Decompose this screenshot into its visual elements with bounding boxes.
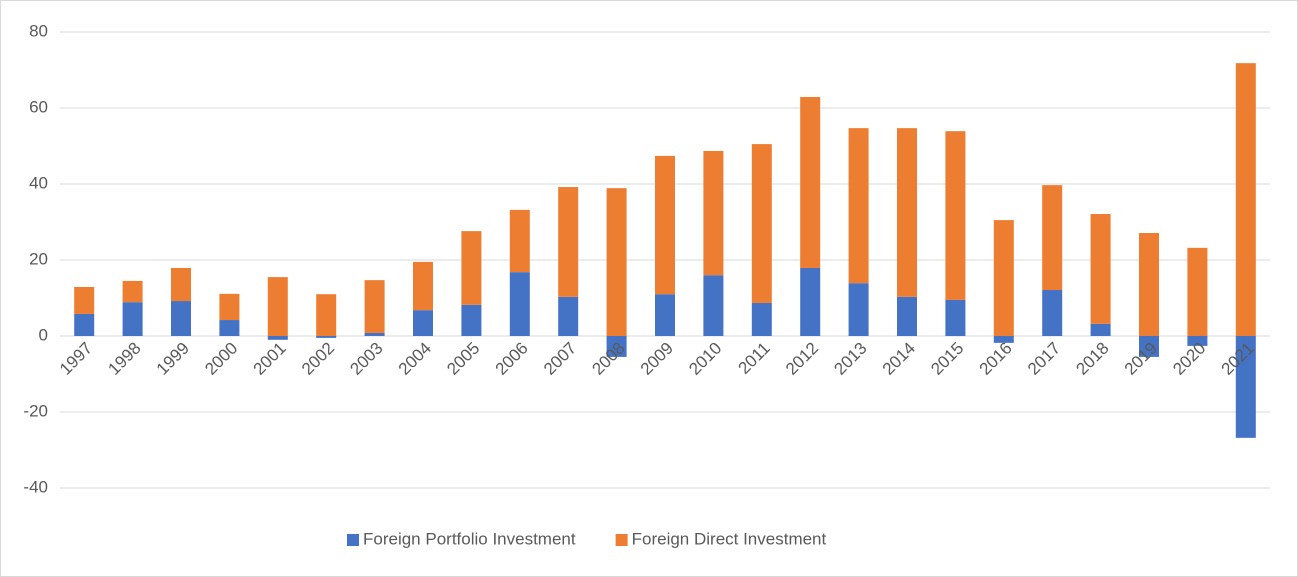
bar	[1090, 323, 1111, 336]
bar	[606, 336, 627, 357]
y-tick-label: 80	[29, 21, 48, 40]
bar	[364, 280, 385, 333]
bar	[1235, 336, 1256, 438]
bar	[413, 310, 433, 336]
bar	[461, 231, 482, 305]
y-tick-label: -40	[23, 477, 48, 496]
bar	[1187, 336, 1208, 346]
bar	[171, 301, 191, 336]
bar	[897, 296, 917, 336]
bar	[122, 302, 143, 336]
bar	[267, 336, 288, 340]
bar	[558, 187, 579, 297]
bar	[751, 302, 772, 336]
bar	[558, 296, 579, 336]
bar	[509, 209, 530, 273]
legend-swatch	[615, 534, 628, 546]
bar	[703, 150, 724, 276]
bar	[800, 96, 821, 268]
y-tick-label: 20	[29, 249, 48, 268]
y-tick-label: -20	[23, 401, 48, 420]
bar	[74, 313, 95, 336]
bar	[848, 128, 869, 284]
bar	[219, 320, 240, 336]
bar	[993, 220, 1014, 336]
bar	[509, 272, 530, 336]
bar	[461, 304, 482, 336]
bar	[897, 128, 917, 297]
bar	[1139, 233, 1159, 336]
bar	[655, 294, 675, 336]
bar	[993, 336, 1014, 343]
bar	[171, 267, 191, 302]
bar	[1187, 247, 1208, 336]
bar	[1042, 185, 1063, 291]
bar	[267, 277, 288, 336]
bar	[219, 293, 240, 321]
bar	[413, 261, 433, 311]
bar	[1235, 63, 1256, 336]
legend-label: Foreign Direct Investment	[632, 529, 827, 548]
legend-swatch	[347, 534, 359, 546]
bar	[1042, 290, 1063, 336]
bar	[364, 332, 385, 336]
bar	[316, 294, 337, 336]
bar	[945, 131, 966, 300]
bar	[74, 286, 95, 314]
bar	[800, 267, 821, 336]
bar	[703, 275, 724, 336]
y-tick-label: 60	[29, 97, 48, 116]
y-tick-label: 0	[39, 325, 48, 344]
bar	[1139, 336, 1159, 357]
bar	[848, 283, 869, 336]
bar	[751, 144, 772, 303]
bar	[1090, 214, 1111, 324]
y-tick-label: 40	[29, 173, 48, 192]
bar	[655, 155, 675, 295]
legend-label: Foreign Portfolio Investment	[363, 529, 576, 548]
bar	[606, 188, 627, 336]
bar	[945, 299, 966, 336]
bar	[316, 336, 337, 338]
bar	[122, 280, 143, 303]
